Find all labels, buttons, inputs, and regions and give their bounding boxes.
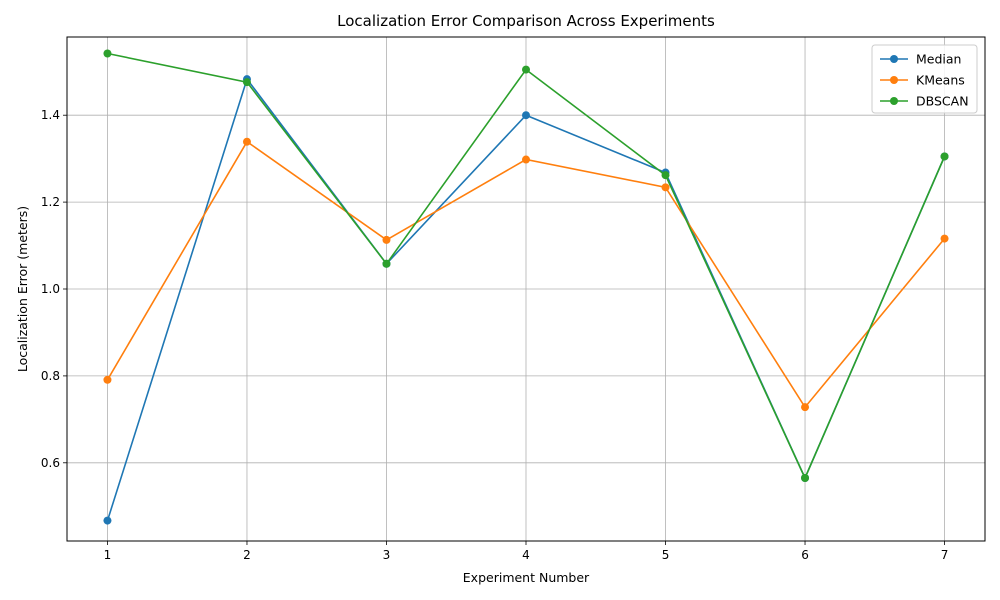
series-dbscan: [103, 49, 949, 482]
legend-box: [871, 44, 978, 114]
axis-ticks: 1 2 3 4 5 6 7 0.6 0.8 1.0 1.2 1.4: [41, 108, 948, 562]
data-point: [103, 49, 112, 58]
legend-label: Median: [916, 52, 961, 67]
x-tick-label: 2: [243, 548, 251, 562]
x-tick-label: 1: [104, 548, 112, 562]
data-point: [661, 171, 670, 180]
x-tick-label: 3: [383, 548, 391, 562]
data-point: [242, 137, 251, 146]
chart-title: Localization Error Comparison Across Exp…: [337, 12, 715, 30]
x-tick-label: 4: [522, 548, 530, 562]
legend: Median KMeans DBSCAN: [871, 44, 978, 114]
legend-label: KMeans: [916, 73, 965, 88]
data-point: [242, 78, 251, 87]
data-point: [103, 516, 112, 525]
data-point: [522, 155, 530, 164]
y-tick-label: 1.4: [41, 108, 60, 122]
data-point: [940, 152, 949, 161]
y-axis-label: Localization Error (meters): [15, 206, 30, 372]
data-point: [382, 235, 391, 244]
series-kmeans: [103, 137, 949, 412]
legend-swatch-marker: [890, 55, 898, 63]
series-layer: [103, 49, 949, 525]
x-tick-label: 7: [941, 548, 949, 562]
data-point: [522, 111, 530, 120]
x-tick-label: 6: [801, 548, 809, 562]
data-point: [801, 403, 810, 412]
data-point: [940, 234, 949, 243]
data-point: [103, 375, 112, 384]
legend-label: DBSCAN: [916, 94, 969, 109]
legend-swatch-marker: [890, 97, 898, 105]
grid-lines: [67, 37, 985, 541]
y-tick-label: 0.8: [41, 369, 60, 383]
legend-swatch-marker: [890, 76, 898, 84]
data-point: [801, 474, 810, 482]
data-point: [382, 259, 391, 268]
y-tick-label: 0.6: [41, 456, 60, 470]
x-axis-label: Experiment Number: [463, 570, 590, 585]
data-point: [522, 65, 530, 74]
y-tick-label: 1.0: [41, 282, 60, 296]
x-tick-label: 5: [662, 548, 670, 562]
data-point: [661, 183, 670, 192]
y-tick-label: 1.2: [41, 195, 60, 209]
